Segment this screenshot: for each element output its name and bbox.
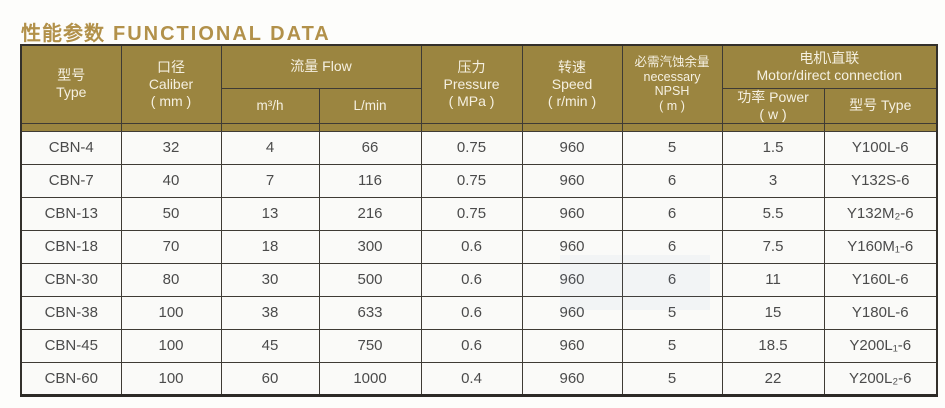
table-cell: 32	[120, 130, 222, 165]
table-row: CBN-60 100 60 1000 0.4 960 5 22 Y200L₂-6	[20, 361, 938, 396]
header-motor-group: 电机\直联 Motor/direct connection	[721, 44, 938, 89]
page-title: 性能参数 FUNCTIONAL DATA	[21, 17, 331, 46]
table-cell: 6	[621, 196, 723, 231]
table-cell: 5	[621, 361, 723, 396]
table-cell: 7.5	[721, 229, 825, 264]
table-cell: 1000	[318, 361, 422, 396]
table-cell: CBN-13	[20, 196, 122, 231]
table-cell: 18.5	[721, 328, 825, 363]
table-cell: 100	[120, 295, 222, 330]
header-gold-strip	[20, 122, 938, 132]
table-cell: 50	[120, 196, 222, 231]
table-cell: CBN-18	[20, 229, 122, 264]
table-cell: 960	[521, 229, 623, 264]
table-cell: Y160M₁-6	[823, 229, 938, 264]
table-cell: 0.6	[420, 262, 523, 297]
table-cell: 100	[120, 361, 222, 396]
table-cell: 750	[318, 328, 422, 363]
table-cell: 38	[220, 295, 320, 330]
functional-data-table: 型号 Type 口径 Caliber ( mm ) 流量 Flow 压力 Pre…	[20, 44, 939, 397]
table-cell: 6	[621, 163, 723, 198]
header-speed: 转速 Speed ( r/min )	[521, 44, 623, 124]
table-row: CBN-38 100 38 633 0.6 960 5 15 Y180L-6	[20, 295, 938, 330]
table-cell: CBN-30	[20, 262, 122, 297]
table-cell: 633	[318, 295, 422, 330]
table-cell: 960	[521, 130, 623, 165]
table-cell: 960	[521, 262, 623, 297]
table-cell: 116	[318, 163, 422, 198]
header-motor-type: 型号 Type	[823, 87, 938, 124]
table-cell: 30	[220, 262, 320, 297]
table-cell: 15	[721, 295, 825, 330]
table-cell: 300	[318, 229, 422, 264]
table-body: CBN-4 32 4 66 0.75 960 5 1.5 Y100L-6 CBN-7 40 7 116 0…	[20, 130, 938, 396]
header-motor-power: 功率 Power ( w )	[721, 87, 825, 124]
table-cell: 3	[721, 163, 825, 198]
header-pressure: 压力 Pressure ( MPa )	[420, 44, 523, 124]
table-cell: 66	[318, 130, 422, 165]
table-cell: 960	[521, 328, 623, 363]
table-cell: 7	[220, 163, 320, 198]
table-cell: 100	[120, 328, 222, 363]
table-cell: 0.6	[420, 328, 523, 363]
table-row: CBN-13 50 13 216 0.75 960 6 5.5 Y132M₂-6	[20, 196, 938, 231]
table-cell: CBN-7	[20, 163, 122, 198]
table-cell: 960	[521, 163, 623, 198]
table-cell: 22	[721, 361, 825, 396]
table-cell: 0.75	[420, 130, 523, 165]
header-flow-lmin: L/min	[318, 87, 422, 124]
header-caliber: 口径 Caliber ( mm )	[120, 44, 222, 124]
table-cell: Y180L-6	[823, 295, 938, 330]
table-cell: 0.75	[420, 163, 523, 198]
table-cell: 80	[120, 262, 222, 297]
table-row: CBN-18 70 18 300 0.6 960 6 7.5 Y160M₁-6	[20, 229, 938, 264]
table-cell: 70	[120, 229, 222, 264]
table-cell: 45	[220, 328, 320, 363]
table-cell: 18	[220, 229, 320, 264]
table-row: CBN-30 80 30 500 0.6 960 6 11 Y160L-6	[20, 262, 938, 297]
table-cell: 40	[120, 163, 222, 198]
table-row: CBN-45 100 45 750 0.6 960 5 18.5 Y200L₁-6	[20, 328, 938, 363]
table-cell: 6	[621, 229, 723, 264]
table-cell: 960	[521, 361, 623, 396]
table-cell: 6	[621, 262, 723, 297]
table-cell: 960	[521, 295, 623, 330]
table-cell: CBN-38	[20, 295, 122, 330]
table-cell: Y132S-6	[823, 163, 938, 198]
table-cell: 4	[220, 130, 320, 165]
table-row: CBN-4 32 4 66 0.75 960 5 1.5 Y100L-6	[20, 130, 938, 165]
header-npsh: 必需汽蚀余量 necessary NPSH ( m )	[621, 44, 723, 124]
table-cell: Y100L-6	[823, 130, 938, 165]
table-cell: CBN-60	[20, 361, 122, 396]
table-cell: 0.6	[420, 229, 523, 264]
table-cell: 5.5	[721, 196, 825, 231]
table-cell: 5	[621, 295, 723, 330]
table-cell: Y160L-6	[823, 262, 938, 297]
table-cell: 500	[318, 262, 422, 297]
header-model-type: 型号 Type	[20, 44, 122, 124]
table-cell: 216	[318, 196, 422, 231]
table-cell: CBN-45	[20, 328, 122, 363]
table-row: CBN-7 40 7 116 0.75 960 6 3 Y132S-6	[20, 163, 938, 198]
header-flow-group: 流量 Flow	[220, 44, 422, 89]
table-cell: 5	[621, 130, 723, 165]
table-cell: 5	[621, 328, 723, 363]
table-cell: Y200L₂-6	[823, 361, 938, 396]
table-cell: 0.6	[420, 295, 523, 330]
page-title-en: FUNCTIONAL DATA	[113, 23, 331, 46]
table-cell: 960	[521, 196, 623, 231]
table-cell: Y200L₁-6	[823, 328, 938, 363]
table-cell: 60	[220, 361, 320, 396]
table-cell: 13	[220, 196, 320, 231]
table-cell: Y132M₂-6	[823, 196, 938, 231]
page-title-zh: 性能参数	[21, 23, 105, 46]
table-cell: 0.75	[420, 196, 523, 231]
table-cell: 0.4	[420, 361, 523, 396]
header-flow-m3h: m³/h	[220, 87, 320, 124]
table-cell: 11	[721, 262, 825, 297]
table-cell: 1.5	[721, 130, 825, 165]
table-cell: CBN-4	[20, 130, 122, 165]
